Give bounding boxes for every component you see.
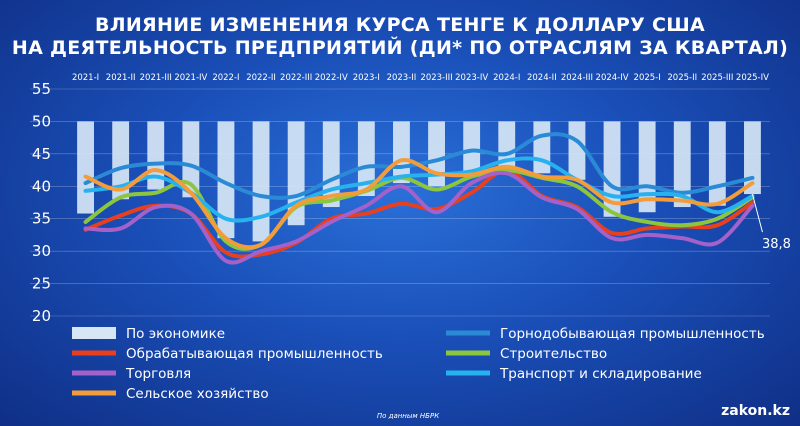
- x-tick-2024-IV: 2024-IV: [596, 73, 629, 83]
- annotation: 38,8: [751, 193, 791, 252]
- chart-title-line-1: ВЛИЯНИЕ ИЗМЕНЕНИЯ КУРСА ТЕНГЕ К ДОЛЛАРУ …: [94, 14, 705, 36]
- bar-2025-III: [708, 121, 726, 206]
- line-series-6: [83, 158, 755, 250]
- bar-2021-II: [112, 121, 130, 200]
- y-tick-50: 50: [32, 112, 51, 130]
- x-tick-2021-III: 2021-III: [140, 73, 172, 83]
- bar-2022-I: [217, 121, 235, 239]
- y-tick-45: 45: [32, 145, 51, 163]
- legend-label-5: Торговля: [125, 366, 191, 382]
- source-note: По данным НБРК: [377, 412, 440, 420]
- line-series-3: [83, 168, 755, 251]
- y-tick-25: 25: [32, 275, 51, 293]
- bar-2025-I: [638, 121, 656, 213]
- logo-text: zakon.kz: [721, 403, 790, 419]
- annotation-leader: [751, 193, 763, 233]
- x-tick-2025-IV: 2025-IV: [736, 73, 769, 83]
- legend-label-3: Обрабатывающая промышленность: [126, 346, 383, 362]
- chart-title: ВЛИЯНИЕ ИЗМЕНЕНИЯ КУРСА ТЕНГЕ К ДОЛЛАРУ …: [0, 14, 800, 60]
- legend: По экономике Горнодобывающая промышленнос…: [72, 326, 765, 402]
- legend-label-7: Сельское хозяйство: [126, 386, 269, 402]
- x-tick-2024-II: 2024-II: [527, 73, 557, 83]
- x-tick-2021-I: 2021-I: [72, 73, 99, 83]
- bar-2023-I: [357, 121, 375, 197]
- bar-2022-II: [252, 121, 270, 242]
- bar-2025-IV: [744, 121, 761, 195]
- x-tick-2024-I: 2024-I: [493, 73, 520, 83]
- x-tick-2023-III: 2023-III: [420, 73, 452, 83]
- bar-2021-I: [77, 121, 94, 214]
- x-tick-2025-III: 2025-III: [701, 73, 733, 83]
- y-tick-55: 55: [32, 80, 51, 98]
- x-tick-2023-I: 2023-I: [353, 73, 380, 83]
- x-tick-2021-IV: 2021-IV: [174, 73, 207, 83]
- legend-label-2: Горнодобывающая промышленность: [500, 326, 765, 342]
- legend-label-6: Транспорт и складирование: [499, 366, 702, 382]
- bar-2025-II: [673, 121, 691, 208]
- annotation-label: 38,8: [762, 237, 791, 252]
- y-tick-20: 20: [32, 307, 51, 325]
- legend-label-1: По экономике: [126, 326, 225, 342]
- x-tick-labels: 2021-I 2021-II 2021-III 2021-IV 2022-I 2022-I…: [72, 73, 769, 83]
- x-tick-2022-IV: 2022-IV: [315, 73, 348, 83]
- x-tick-2022-II: 2022-II: [246, 73, 276, 83]
- x-tick-2023-IV: 2023-IV: [455, 73, 488, 83]
- legend-label-4: Строительство: [500, 346, 607, 362]
- x-tick-2025-II: 2025-II: [667, 73, 697, 83]
- x-tick-2022-III: 2022-III: [280, 73, 312, 83]
- x-tick-2022-I: 2022-I: [212, 73, 239, 83]
- bar-2022-IV: [322, 121, 340, 208]
- bar-2023-II: [393, 121, 410, 184]
- bar-2021-IV: [182, 121, 200, 198]
- y-tick-labels: 20 25 30 35 40 45 50 55: [32, 80, 51, 325]
- line-series-4: [83, 170, 755, 265]
- x-tick-2025-I: 2025-I: [634, 73, 661, 83]
- x-tick-2021-II: 2021-II: [106, 73, 136, 83]
- y-tick-40: 40: [32, 177, 51, 195]
- x-tick-2024-III: 2024-III: [561, 73, 593, 83]
- y-tick-35: 35: [32, 210, 51, 228]
- chart-title-line-2: НА ДЕЯТЕЛЬНОСТЬ ПРЕДПРИЯТИЙ (ДИ* ПО ОТРА…: [11, 37, 789, 59]
- line-series: [83, 132, 755, 265]
- legend-swatch-1: [72, 327, 116, 339]
- bar-2024-III: [568, 121, 586, 180]
- bar-2024-II: [533, 121, 551, 174]
- y-tick-30: 30: [32, 242, 51, 260]
- x-tick-2023-II: 2023-II: [387, 73, 417, 83]
